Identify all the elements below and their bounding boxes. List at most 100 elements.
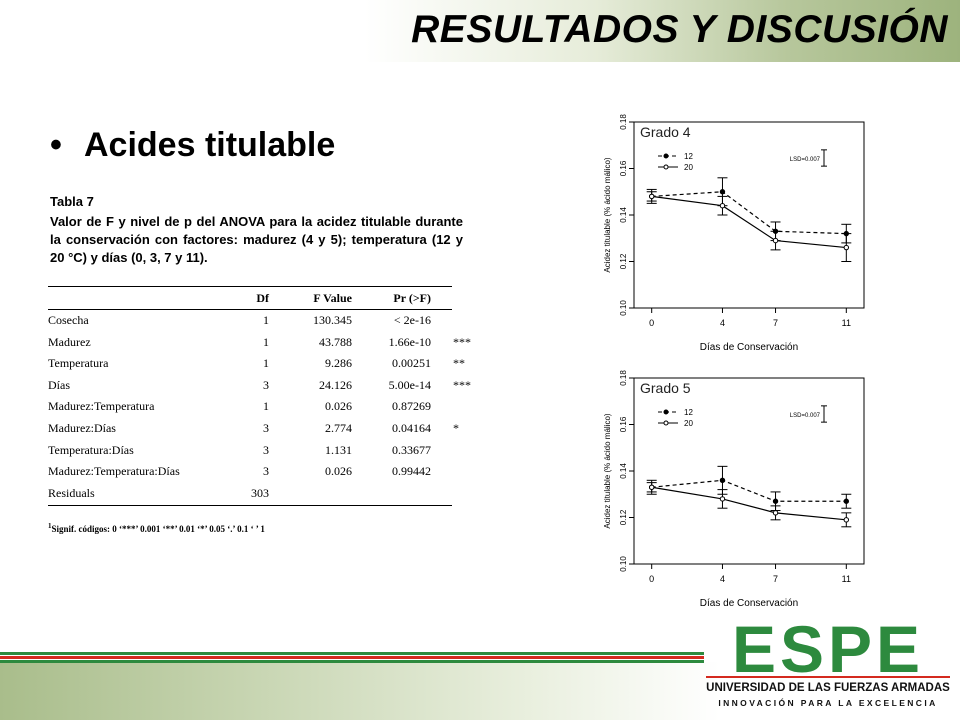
data-point xyxy=(648,193,655,200)
series-line-12 xyxy=(651,479,847,502)
data-point xyxy=(719,203,726,209)
table-row: Temperatura 1 9.286 0.00251 ** xyxy=(48,356,488,374)
data-point xyxy=(719,477,726,484)
x-tick-label: 0 xyxy=(649,574,654,584)
row-term: Madurez:Temperatura:Días xyxy=(48,464,180,479)
row-term: Residuals xyxy=(48,485,95,500)
row-pr: 0.87269 xyxy=(392,399,431,414)
legend-marker xyxy=(663,409,669,415)
chart-grado-5: Grado 5 0.10 0.12 0.14 0.16 0.18 0 4 7 11 Días de … xyxy=(592,368,870,614)
espe-logo-graphic: ESPE UNIVERSIDAD DE LAS FUERZAS ARMADAS … xyxy=(706,612,950,708)
legend-marker xyxy=(663,153,669,159)
row-f-value: 130.345 xyxy=(313,313,352,327)
table-bottom-rule xyxy=(48,505,452,506)
y-tick-label: 0.12 xyxy=(619,253,628,269)
table-row: Temperatura:Días 3 1.131 0.33677 xyxy=(48,443,488,461)
legend-label: 12 xyxy=(684,408,693,417)
logo-university: UNIVERSIDAD DE LAS FUERZAS ARMADAS xyxy=(706,682,950,694)
lsd-label: LSD=0.007 xyxy=(790,157,821,163)
footer-band xyxy=(0,662,960,720)
data-point xyxy=(843,517,850,523)
footnote-mark: 1 xyxy=(48,522,52,530)
footnote-text: Signif. códigos: 0 ‘***’ 0.001 ‘**’ 0.01… xyxy=(51,524,265,534)
y-axis-label: Acidez titulable (% ácido málico) xyxy=(603,413,612,528)
legend-marker xyxy=(663,420,669,426)
row-pr: 0.99442 xyxy=(392,464,431,479)
row-df: 3 xyxy=(263,442,269,457)
chart-svg: Grado 5 0.10 0.12 0.14 0.16 0.18 0 4 7 11 Días de … xyxy=(603,370,865,609)
row-signif: ** xyxy=(453,356,465,371)
row-f-value: 0.026 xyxy=(325,464,352,479)
y-tick-label: 0.14 xyxy=(619,207,628,223)
table-label: Tabla 7 xyxy=(50,194,94,209)
row-f-value: 2.774 xyxy=(325,421,352,435)
row-term: Temperatura xyxy=(48,356,109,371)
y-tick-label: 0.14 xyxy=(619,463,628,479)
row-df: 3 xyxy=(263,377,269,392)
espe-logo: ESPE UNIVERSIDAD DE LAS FUERZAS ARMADAS … xyxy=(700,612,956,714)
footer-stripe-red xyxy=(0,656,704,659)
row-term: Temperatura:Días xyxy=(48,442,134,457)
table-row: Madurez:Temperatura 1 0.026 0.87269 xyxy=(48,399,488,417)
y-tick-label: 0.16 xyxy=(619,416,628,432)
data-point xyxy=(772,237,779,244)
y-tick-label: 0.10 xyxy=(619,556,628,572)
row-df: 1 xyxy=(263,399,269,414)
row-df: 1 xyxy=(263,356,269,371)
row-term: Madurez xyxy=(48,334,91,349)
x-tick-label: 7 xyxy=(773,574,778,584)
row-pr: < 2e-16 xyxy=(393,313,431,327)
chart-title: Grado 4 xyxy=(640,124,691,140)
logo-wordmark: ESPE xyxy=(732,614,924,686)
lsd-label: LSD=0.007 xyxy=(790,413,821,419)
row-f-value: 9.286 xyxy=(325,356,352,371)
y-axis-label: Acidez titulable (% ácido málico) xyxy=(603,157,612,272)
data-point xyxy=(772,510,779,516)
row-term: Madurez:Temperatura xyxy=(48,399,155,414)
table-row: Madurez:Temperatura:Días 3 0.026 0.99442 xyxy=(48,464,488,482)
x-axis-label: Días de Conservación xyxy=(700,598,798,609)
legend-label: 20 xyxy=(684,419,693,428)
table-row: Madurez:Días 3 2.774 0.04164 * xyxy=(48,421,488,439)
x-tick-label: 11 xyxy=(842,574,851,584)
row-term: Madurez:Días xyxy=(48,421,116,435)
bullet-heading: • Acides titulable xyxy=(50,126,335,165)
data-point xyxy=(648,484,655,490)
bullet-marker: • xyxy=(50,126,62,164)
x-axis-label: Días de Conservación xyxy=(700,342,798,353)
logo-motto: INNOVACIÓN PARA LA EXCELENCIA xyxy=(718,697,937,708)
row-pr: 1.66e-10 xyxy=(388,334,431,349)
chart-title: Grado 5 xyxy=(640,380,691,396)
y-tick-label: 0.16 xyxy=(619,160,628,176)
y-tick-label: 0.10 xyxy=(619,300,628,316)
x-tick-label: 4 xyxy=(720,574,725,584)
table-caption: Valor de F y nivel de p del ANOVA para l… xyxy=(50,214,463,265)
table-header-rule xyxy=(48,309,452,310)
header-pr: Pr (>F) xyxy=(393,291,431,305)
table-row: Residuals 303 xyxy=(48,486,488,504)
row-signif: *** xyxy=(453,334,471,349)
row-f-value: 43.788 xyxy=(319,334,352,349)
row-term: Días xyxy=(48,377,70,392)
chart-svg: Grado 4 0.10 0.12 0.14 0.16 0.18 0 4 7 11 Días de … xyxy=(603,114,865,353)
x-tick-label: 7 xyxy=(773,318,778,328)
row-f-value: 1.131 xyxy=(325,442,352,457)
row-term: Cosecha xyxy=(48,313,89,327)
table-header-row: Df F Value Pr (>F) xyxy=(48,291,488,309)
y-tick-label: 0.18 xyxy=(619,370,628,386)
row-df: 3 xyxy=(263,421,269,435)
series-line-20 xyxy=(651,195,847,249)
table-row: Madurez 1 43.788 1.66e-10 *** xyxy=(48,335,488,353)
row-df: 303 xyxy=(251,485,269,500)
row-signif: *** xyxy=(453,377,471,392)
row-df: 1 xyxy=(263,334,269,349)
header-df: Df xyxy=(256,291,269,305)
data-point xyxy=(719,189,726,195)
footer-stripe-green xyxy=(0,652,704,655)
x-tick-label: 11 xyxy=(842,318,851,328)
row-f-value: 24.126 xyxy=(319,377,352,392)
data-point xyxy=(843,498,850,504)
data-point xyxy=(772,498,779,504)
row-f-value: 0.026 xyxy=(325,399,352,414)
table-row: Cosecha 1 130.345 < 2e-16 xyxy=(48,313,488,331)
